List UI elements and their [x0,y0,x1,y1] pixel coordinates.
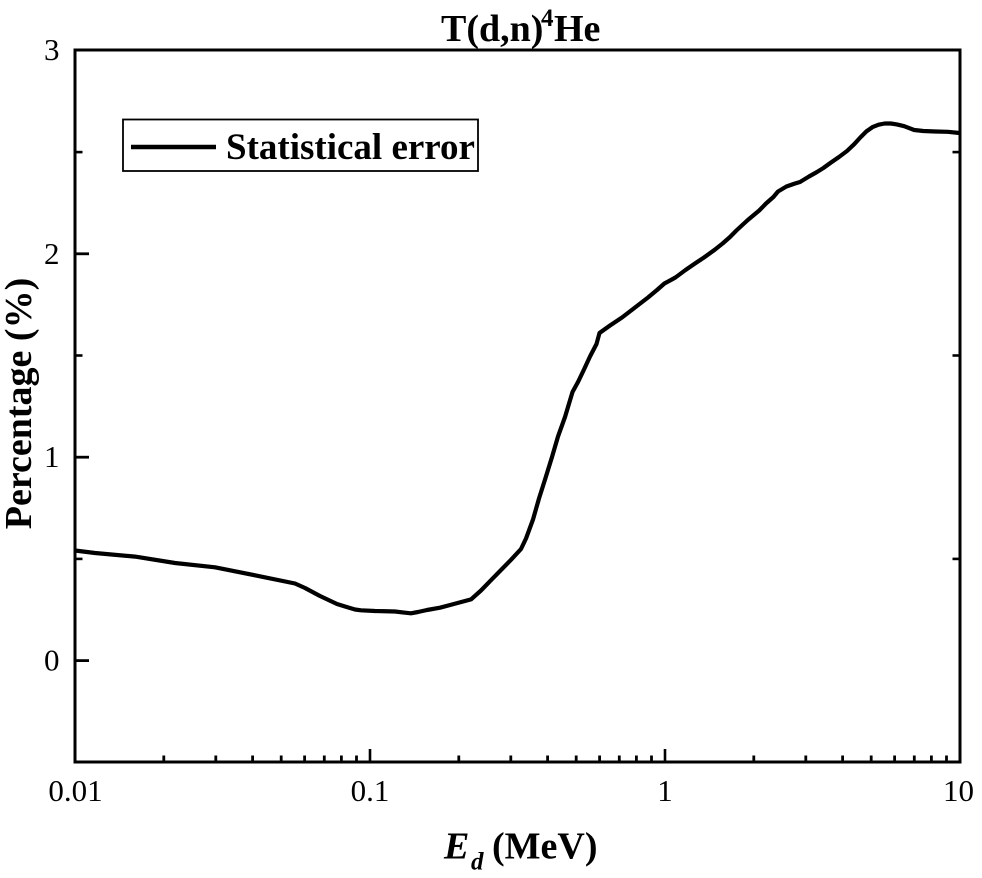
svg-text:2: 2 [44,236,60,271]
svg-text:d: d [471,849,484,876]
svg-text:He: He [554,8,600,50]
svg-text:Statistical error: Statistical error [226,127,475,168]
svg-text:3: 3 [44,32,60,67]
svg-text:10: 10 [943,773,974,808]
svg-text:0.1: 0.1 [351,773,390,808]
svg-text:4: 4 [541,5,554,32]
svg-text:1: 1 [44,439,60,474]
svg-text:T(d,n): T(d,n) [441,8,543,50]
svg-text:0: 0 [44,643,60,678]
svg-text:0.01: 0.01 [48,773,102,808]
svg-text:1: 1 [657,773,673,808]
svg-text:(MeV): (MeV) [492,826,597,868]
svg-text:E: E [443,826,469,868]
svg-text:Percentage (%): Percentage (%) [0,278,40,529]
